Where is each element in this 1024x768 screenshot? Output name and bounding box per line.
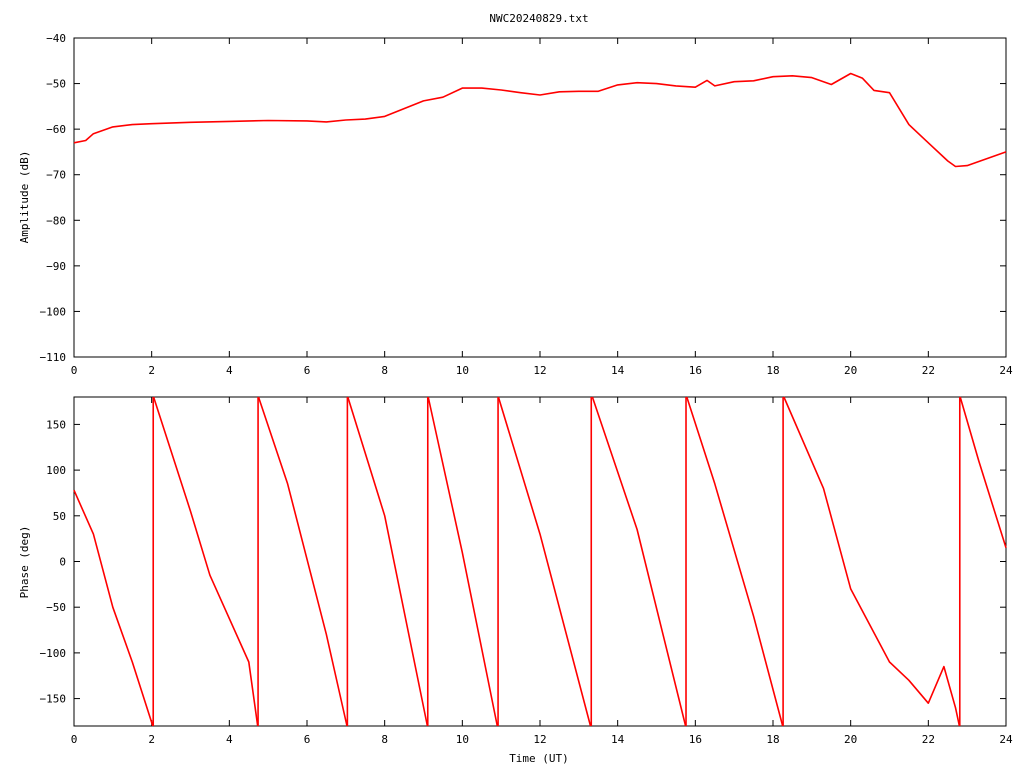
- phase-series-line: [152, 396, 259, 727]
- amplitude-traces: [73, 72, 1007, 168]
- amplitude-y-ticks: −40 −50 −60 −70 −80 −90 −100 −110: [40, 32, 1006, 364]
- phase-x-ticks: 0 2 4 6 8 10 12 14 16 18 20 22 24: [71, 397, 1013, 746]
- phase-panel: 0 2 4 6 8 10 12 14 16 18 20 22 24 150100500−50−100−1…: [18, 396, 1013, 765]
- phase-y-tick-label: 150: [46, 418, 66, 431]
- phase-x-tick-label: 16: [689, 733, 702, 746]
- phase-series-line: [686, 396, 784, 727]
- amplitude-x-tick-label: 20: [844, 364, 857, 377]
- amplitude-x-tick-label: 8: [381, 364, 388, 377]
- amplitude-x-tick-label: 2: [148, 364, 155, 377]
- amplitude-y-tick-label: −50: [46, 78, 66, 91]
- phase-series-line: [73, 489, 154, 727]
- phase-series-line: [427, 396, 499, 727]
- phase-y-tick-label: 0: [59, 556, 66, 569]
- phase-x-tick-label: 0: [71, 733, 78, 746]
- phase-x-tick-label: 12: [533, 733, 546, 746]
- amplitude-x-tick-label: 14: [611, 364, 625, 377]
- amplitude-panel: 0 2 4 6 8 10 12 14 16 18 20 22 24 −40−50−60−70−80−90…: [18, 32, 1013, 377]
- phase-x-tick-label: 18: [766, 733, 779, 746]
- phase-series-line: [257, 396, 348, 727]
- phase-series-line: [591, 396, 687, 727]
- chart-title: NWC20240829.txt: [489, 12, 588, 25]
- amplitude-y-axis-label: Amplitude (dB): [18, 151, 31, 244]
- phase-y-tick-label: −50: [46, 601, 66, 614]
- phase-y-tick-label: −150: [40, 693, 67, 706]
- phase-x-axis-label: Time (UT): [509, 752, 569, 765]
- amplitude-x-tick-label: 16: [689, 364, 702, 377]
- amplitude-x-tick-label: 24: [999, 364, 1013, 377]
- phase-y-tick-label: −100: [40, 647, 67, 660]
- amplitude-x-tick-label: 18: [766, 364, 779, 377]
- phase-y-tick-label: 50: [53, 510, 66, 523]
- amplitude-y-tick-label: −60: [46, 123, 66, 136]
- amplitude-y-tick-label: −100: [40, 305, 67, 318]
- phase-x-tick-label: 10: [456, 733, 469, 746]
- phase-series-line: [347, 396, 429, 727]
- phase-y-tick-label: 100: [46, 464, 66, 477]
- amplitude-x-ticks: 0 2 4 6 8 10 12 14 16 18 20 22 24: [71, 38, 1013, 377]
- amplitude-x-tick-label: 22: [922, 364, 935, 377]
- phase-x-tick-label: 8: [381, 733, 388, 746]
- phase-x-tick-label: 22: [922, 733, 935, 746]
- phase-x-tick-label: 6: [304, 733, 311, 746]
- phase-x-tick-label: 2: [148, 733, 155, 746]
- amplitude-x-tick-label: 4: [226, 364, 233, 377]
- phase-x-tick-label: 4: [226, 733, 233, 746]
- phase-traces: [73, 396, 1007, 727]
- amplitude-x-tick-label: 10: [456, 364, 469, 377]
- phase-series-line: [783, 396, 961, 727]
- amplitude-x-tick-label: 6: [304, 364, 311, 377]
- phase-x-tick-label: 24: [999, 733, 1013, 746]
- amplitude-y-tick-label: −40: [46, 32, 66, 45]
- amplitude-y-tick-label: −110: [40, 351, 67, 364]
- phase-x-tick-label: 14: [611, 733, 625, 746]
- amplitude-plot-frame: [73, 37, 1007, 358]
- phase-y-axis-label: Phase (deg): [18, 526, 31, 599]
- phase-plot-frame: [73, 396, 1007, 727]
- phase-series-line: [497, 396, 592, 727]
- phase-y-ticks: 150 100 50 0 −50 −100 −150: [40, 418, 1006, 706]
- amplitude-y-tick-label: −80: [46, 214, 66, 227]
- amplitude-y-tick-label: −70: [46, 169, 66, 182]
- amplitude-x-tick-label: 0: [71, 364, 78, 377]
- amplitude-series-line: [73, 72, 1007, 168]
- amplitude-x-tick-label: 12: [533, 364, 546, 377]
- phase-x-tick-label: 20: [844, 733, 857, 746]
- amplitude-y-tick-label: −90: [46, 260, 66, 273]
- phase-series-line: [959, 396, 1007, 549]
